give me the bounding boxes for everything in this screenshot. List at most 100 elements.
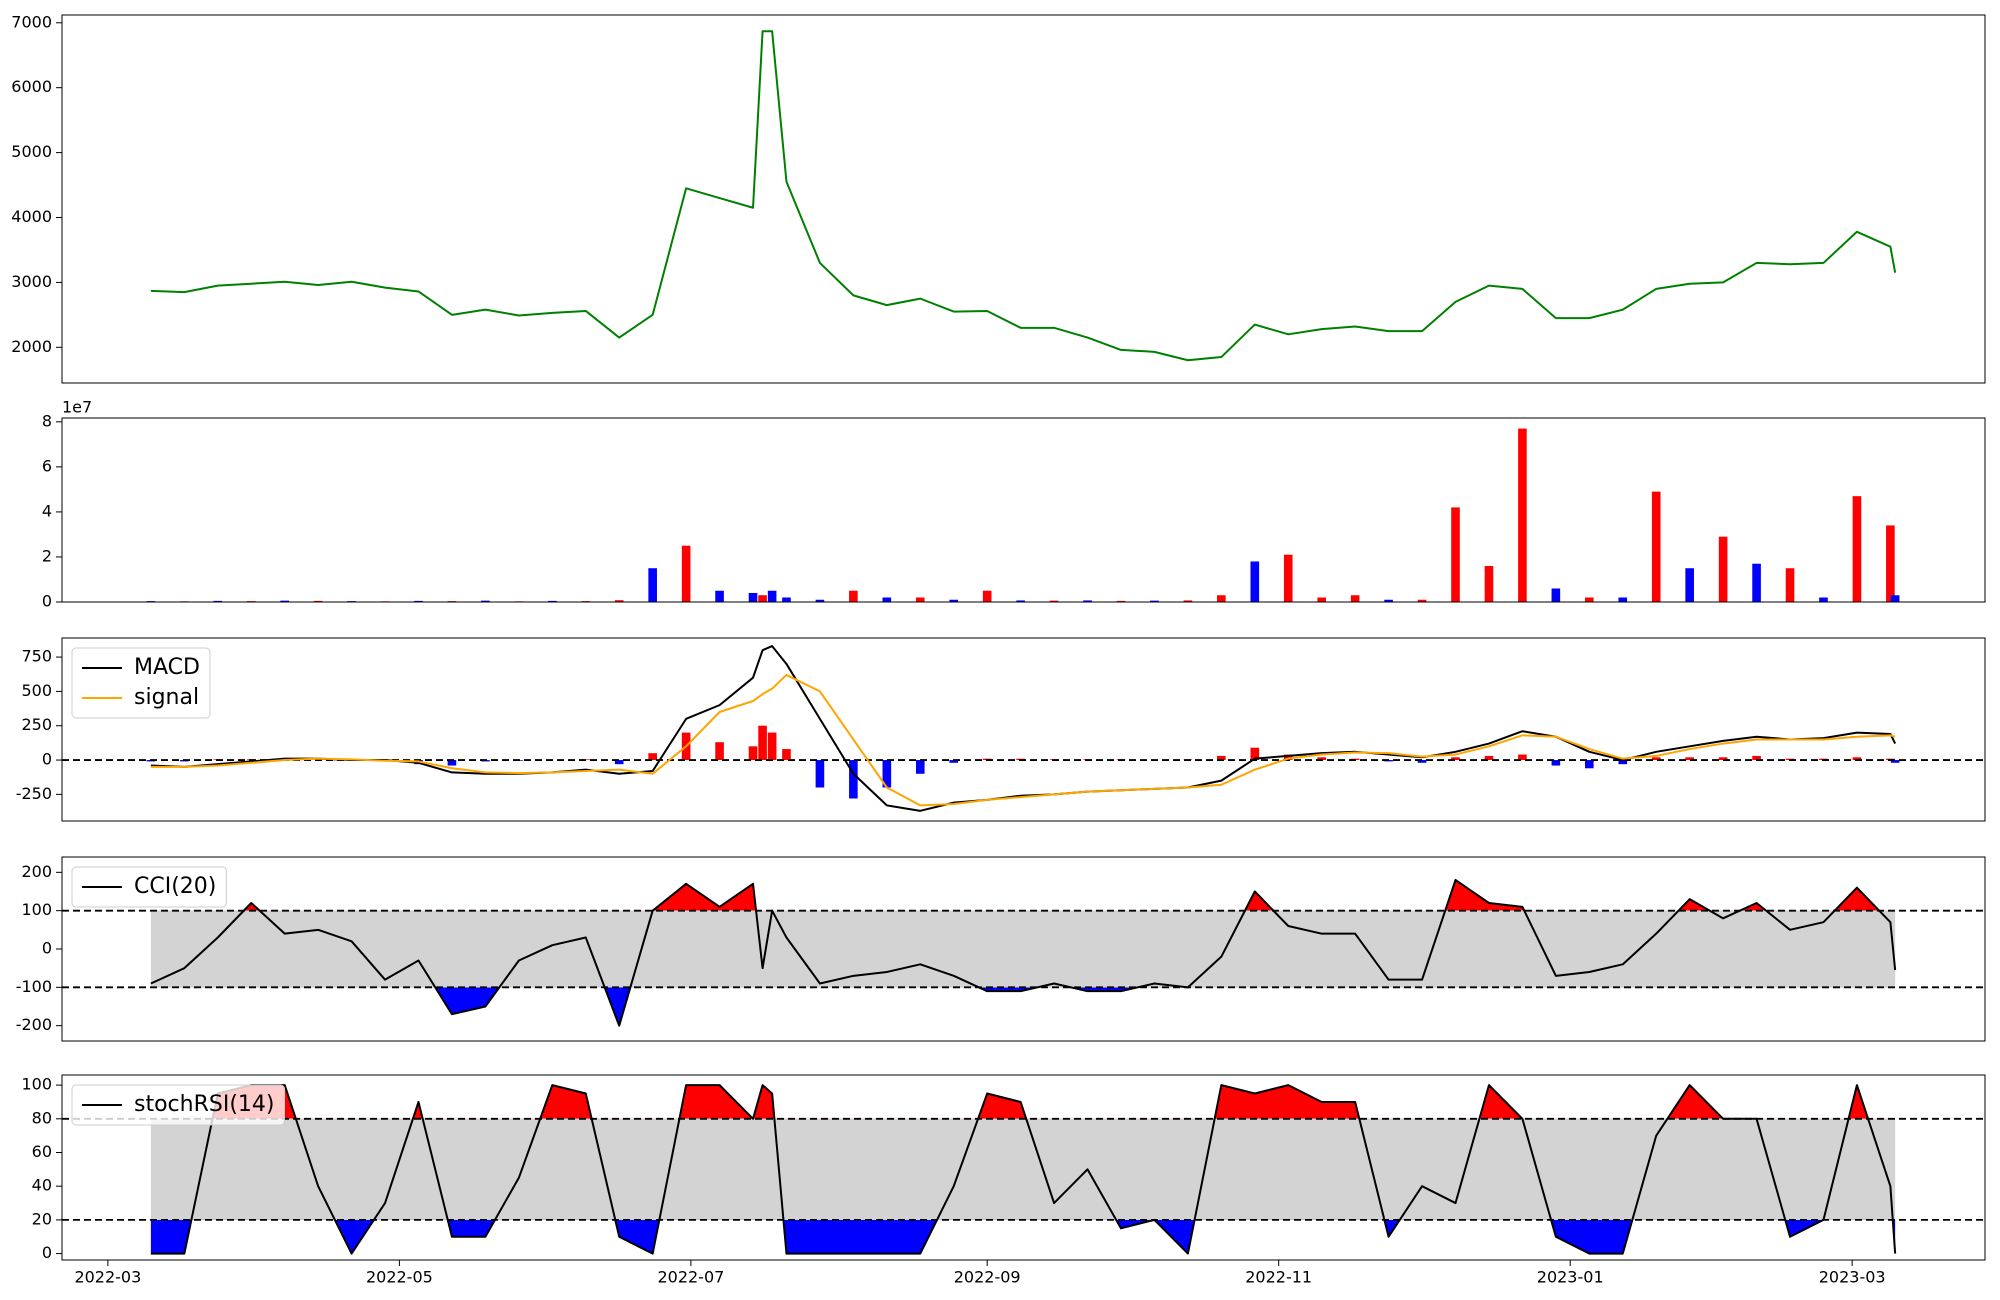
volume-bar xyxy=(648,568,657,602)
y-tick-label: 4000 xyxy=(11,207,52,226)
panel-frame xyxy=(61,1074,1986,1261)
volume-bar xyxy=(1484,565,1494,602)
histogram-bar xyxy=(1852,757,1862,761)
volume-bar xyxy=(1350,595,1360,602)
histogram-bar xyxy=(815,760,825,788)
volume-bar xyxy=(815,599,825,602)
histogram-bar xyxy=(767,732,777,761)
volume-bar xyxy=(1890,595,1900,602)
y-tick-label: 60 xyxy=(32,1142,52,1161)
y-tick-label: 200 xyxy=(21,862,52,881)
volume-bar xyxy=(414,600,423,602)
volume-bar xyxy=(1384,599,1393,602)
panel-frame xyxy=(61,856,1986,1042)
histogram-bar xyxy=(1585,760,1594,769)
panel: stochRSI(14) 0 20 40 60 80 100 2022-03 2022-05 20… xyxy=(21,1074,1986,1287)
volume-bar xyxy=(982,590,992,602)
volume-bar xyxy=(1116,600,1126,602)
y-tick-label: 0 xyxy=(42,592,52,611)
y-tick-label: 250 xyxy=(21,715,52,734)
histogram-bar xyxy=(1518,754,1527,761)
indicator-line xyxy=(150,1084,1897,1255)
histogram-bar xyxy=(758,725,767,761)
volume-bar xyxy=(213,600,223,602)
plot-area xyxy=(146,428,1900,602)
price-line xyxy=(150,30,1897,362)
y-tick-label: 100 xyxy=(21,900,52,919)
x-tick-label: 2022-05 xyxy=(366,1268,433,1287)
y-tick-label: 0 xyxy=(42,939,52,958)
y-tick-label: 750 xyxy=(21,647,52,666)
indicator-line xyxy=(150,645,1897,812)
y-tick-label: 80 xyxy=(32,1108,52,1127)
x-tick-label: 2022-07 xyxy=(657,1268,724,1287)
y-tick-label: 20 xyxy=(32,1209,52,1228)
volume-bar xyxy=(1886,525,1895,602)
y-tick-label: -100 xyxy=(16,977,52,996)
volume-bar xyxy=(1651,491,1661,602)
legend-label: signal xyxy=(134,685,199,710)
panel: 1e7 0 2 4 6 8 xyxy=(42,398,1986,611)
band-fill xyxy=(150,910,1896,988)
panel: CCI(20) -200 -100 0 100 200 xyxy=(16,856,1986,1042)
y-tick-label: 500 xyxy=(21,681,52,700)
volume-bar xyxy=(1250,561,1260,602)
y-tick-label: 2 xyxy=(42,546,52,565)
histogram-bar xyxy=(1217,755,1226,761)
y-tick-label: 0 xyxy=(42,750,52,769)
panel-frame xyxy=(61,637,1986,822)
volume-bar xyxy=(548,600,557,602)
volume-bar xyxy=(715,590,724,602)
histogram-bar xyxy=(648,753,657,761)
histogram-bar xyxy=(1890,760,1900,763)
volume-bar xyxy=(1551,588,1561,602)
volume-bar xyxy=(313,600,323,602)
y-tick-label: 4 xyxy=(42,501,52,520)
panel: MACD signal -250 0 250 500 750 xyxy=(16,637,1986,822)
y-tick-label: 40 xyxy=(32,1176,52,1195)
indicator-line xyxy=(150,673,1896,807)
band-fill xyxy=(150,1118,1896,1220)
legend-label: CCI(20) xyxy=(134,874,216,899)
histogram-bar xyxy=(1250,747,1260,761)
volume-bar xyxy=(1317,597,1326,602)
volume-bar xyxy=(1819,597,1828,602)
y-tick-label: 2000 xyxy=(11,337,52,356)
volume-bar xyxy=(1752,563,1761,602)
volume-bar xyxy=(1718,536,1728,602)
histogram-bar xyxy=(1283,754,1293,761)
legend-label: MACD xyxy=(134,655,200,680)
volume-bar xyxy=(481,600,490,602)
histogram-bar xyxy=(1484,755,1494,761)
legend: CCI(20) xyxy=(71,866,227,908)
plot-area xyxy=(62,1084,1985,1255)
y-tick-label: -200 xyxy=(16,1015,52,1034)
histogram-bar xyxy=(748,746,758,761)
histogram-bar xyxy=(882,760,892,788)
x-tick-label: 2022-09 xyxy=(954,1268,1021,1287)
plot-area xyxy=(62,645,1985,812)
volume-bar xyxy=(1785,568,1795,602)
histogram-bar xyxy=(1451,757,1460,761)
volume-bar xyxy=(882,597,892,602)
histogram-bar xyxy=(915,760,925,774)
y-tick-label: 7000 xyxy=(11,12,52,31)
histogram-bar xyxy=(849,760,858,799)
y-tick-label: 100 xyxy=(21,1075,52,1094)
y-tick-label: 6 xyxy=(42,456,52,475)
overbought-fill xyxy=(150,1085,1896,1119)
legend-box xyxy=(71,1084,285,1126)
volume-bar xyxy=(915,597,925,602)
volume-bar xyxy=(1451,507,1460,602)
y-tick-label: 0 xyxy=(42,1243,52,1262)
histogram-bar xyxy=(1417,760,1427,763)
y-tick-label: 8 xyxy=(42,411,52,430)
volume-bar xyxy=(1283,554,1293,602)
legend-box xyxy=(71,866,227,908)
histogram-bar xyxy=(949,760,959,763)
volume-bar xyxy=(1685,568,1694,602)
histogram-bar xyxy=(1618,760,1628,765)
plot-area xyxy=(150,30,1897,362)
volume-bar xyxy=(681,545,691,602)
volume-bar xyxy=(767,590,777,602)
